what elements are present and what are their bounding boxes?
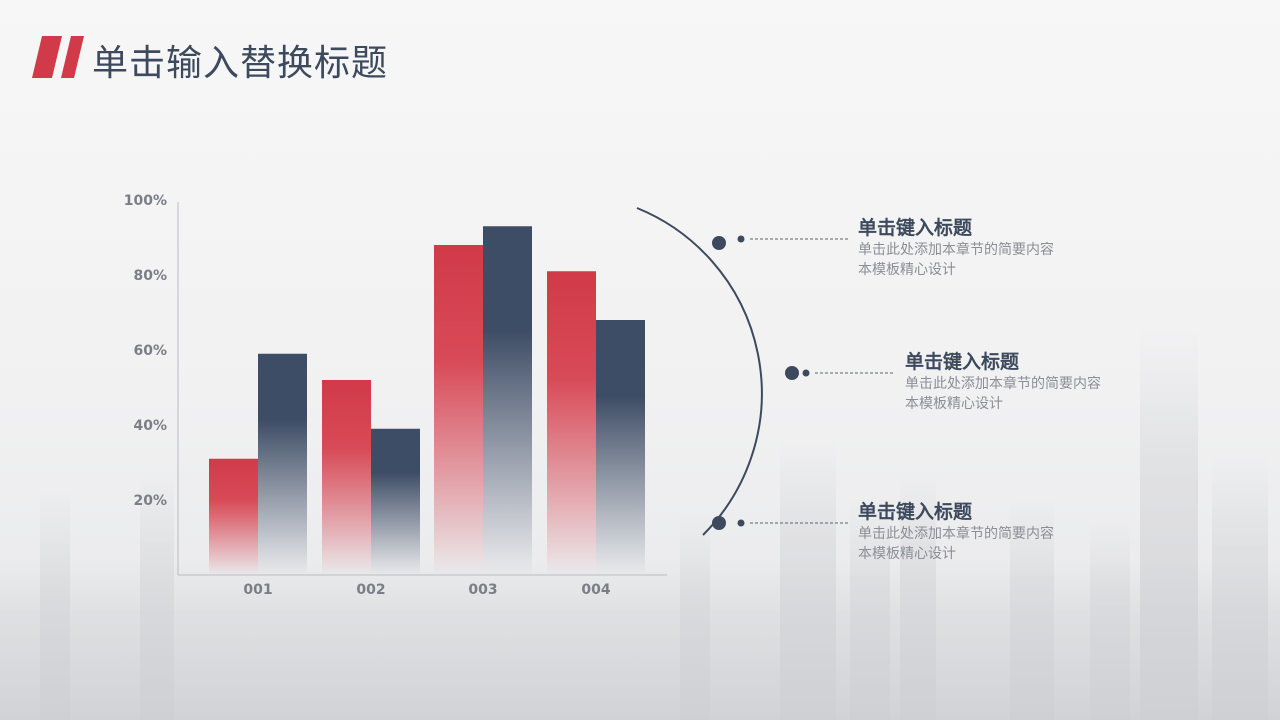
arc-node-1 bbox=[712, 236, 726, 250]
arc-line bbox=[636, 207, 763, 536]
x-tick-label: 001 bbox=[243, 582, 272, 598]
page-title: 单击输入替换标题 bbox=[92, 43, 389, 84]
item-title: 单击键入标题 bbox=[858, 501, 973, 523]
arc-node-3 bbox=[712, 516, 726, 530]
bar-series-2-004 bbox=[596, 320, 645, 575]
y-tick-label: 100% bbox=[124, 193, 167, 209]
text-item-3[interactable]: 单击键入标题 单击此处添加本章节的简要内容 本模板精心设计 bbox=[858, 500, 1054, 564]
item-title: 单击键入标题 bbox=[858, 217, 973, 239]
arc-dot-1 bbox=[737, 235, 745, 243]
y-tick-label: 80% bbox=[133, 268, 167, 284]
item-description: 单击此处添加本章节的简要内容 bbox=[858, 242, 1054, 258]
y-tick-label: 20% bbox=[133, 493, 167, 509]
x-tick-label: 002 bbox=[356, 582, 385, 598]
arc-connector bbox=[636, 207, 895, 536]
bar-series-2-002 bbox=[371, 428, 420, 575]
item-description: 本模板精心设计 bbox=[858, 546, 956, 562]
text-item-2[interactable]: 单击键入标题 单击此处添加本章节的简要内容 本模板精心设计 bbox=[905, 350, 1101, 414]
arc-node-2 bbox=[785, 366, 799, 380]
text-item-1[interactable]: 单击键入标题 单击此处添加本章节的简要内容 本模板精心设计 bbox=[858, 216, 1054, 280]
arc-dot-3 bbox=[737, 519, 745, 527]
y-tick-label: 40% bbox=[133, 418, 167, 434]
item-title: 单击键入标题 bbox=[905, 351, 1020, 373]
bar-series-2-001 bbox=[258, 353, 307, 575]
item-description: 本模板精心设计 bbox=[858, 262, 956, 278]
title-accent-icon bbox=[32, 36, 84, 78]
bar-series-1-001 bbox=[209, 458, 258, 575]
bar-series-1-004 bbox=[547, 271, 596, 575]
x-tick-label: 004 bbox=[581, 582, 610, 598]
item-description: 本模板精心设计 bbox=[905, 396, 1003, 412]
x-tick-label: 003 bbox=[468, 582, 497, 598]
bar-series-2-003 bbox=[483, 226, 532, 575]
y-tick-label: 60% bbox=[133, 343, 167, 359]
bar-series-1-002 bbox=[322, 380, 371, 575]
arc-dot-2 bbox=[802, 369, 810, 377]
item-description: 单击此处添加本章节的简要内容 bbox=[858, 526, 1054, 542]
item-description: 单击此处添加本章节的简要内容 bbox=[905, 376, 1101, 392]
bar-series-1-003 bbox=[434, 245, 483, 575]
